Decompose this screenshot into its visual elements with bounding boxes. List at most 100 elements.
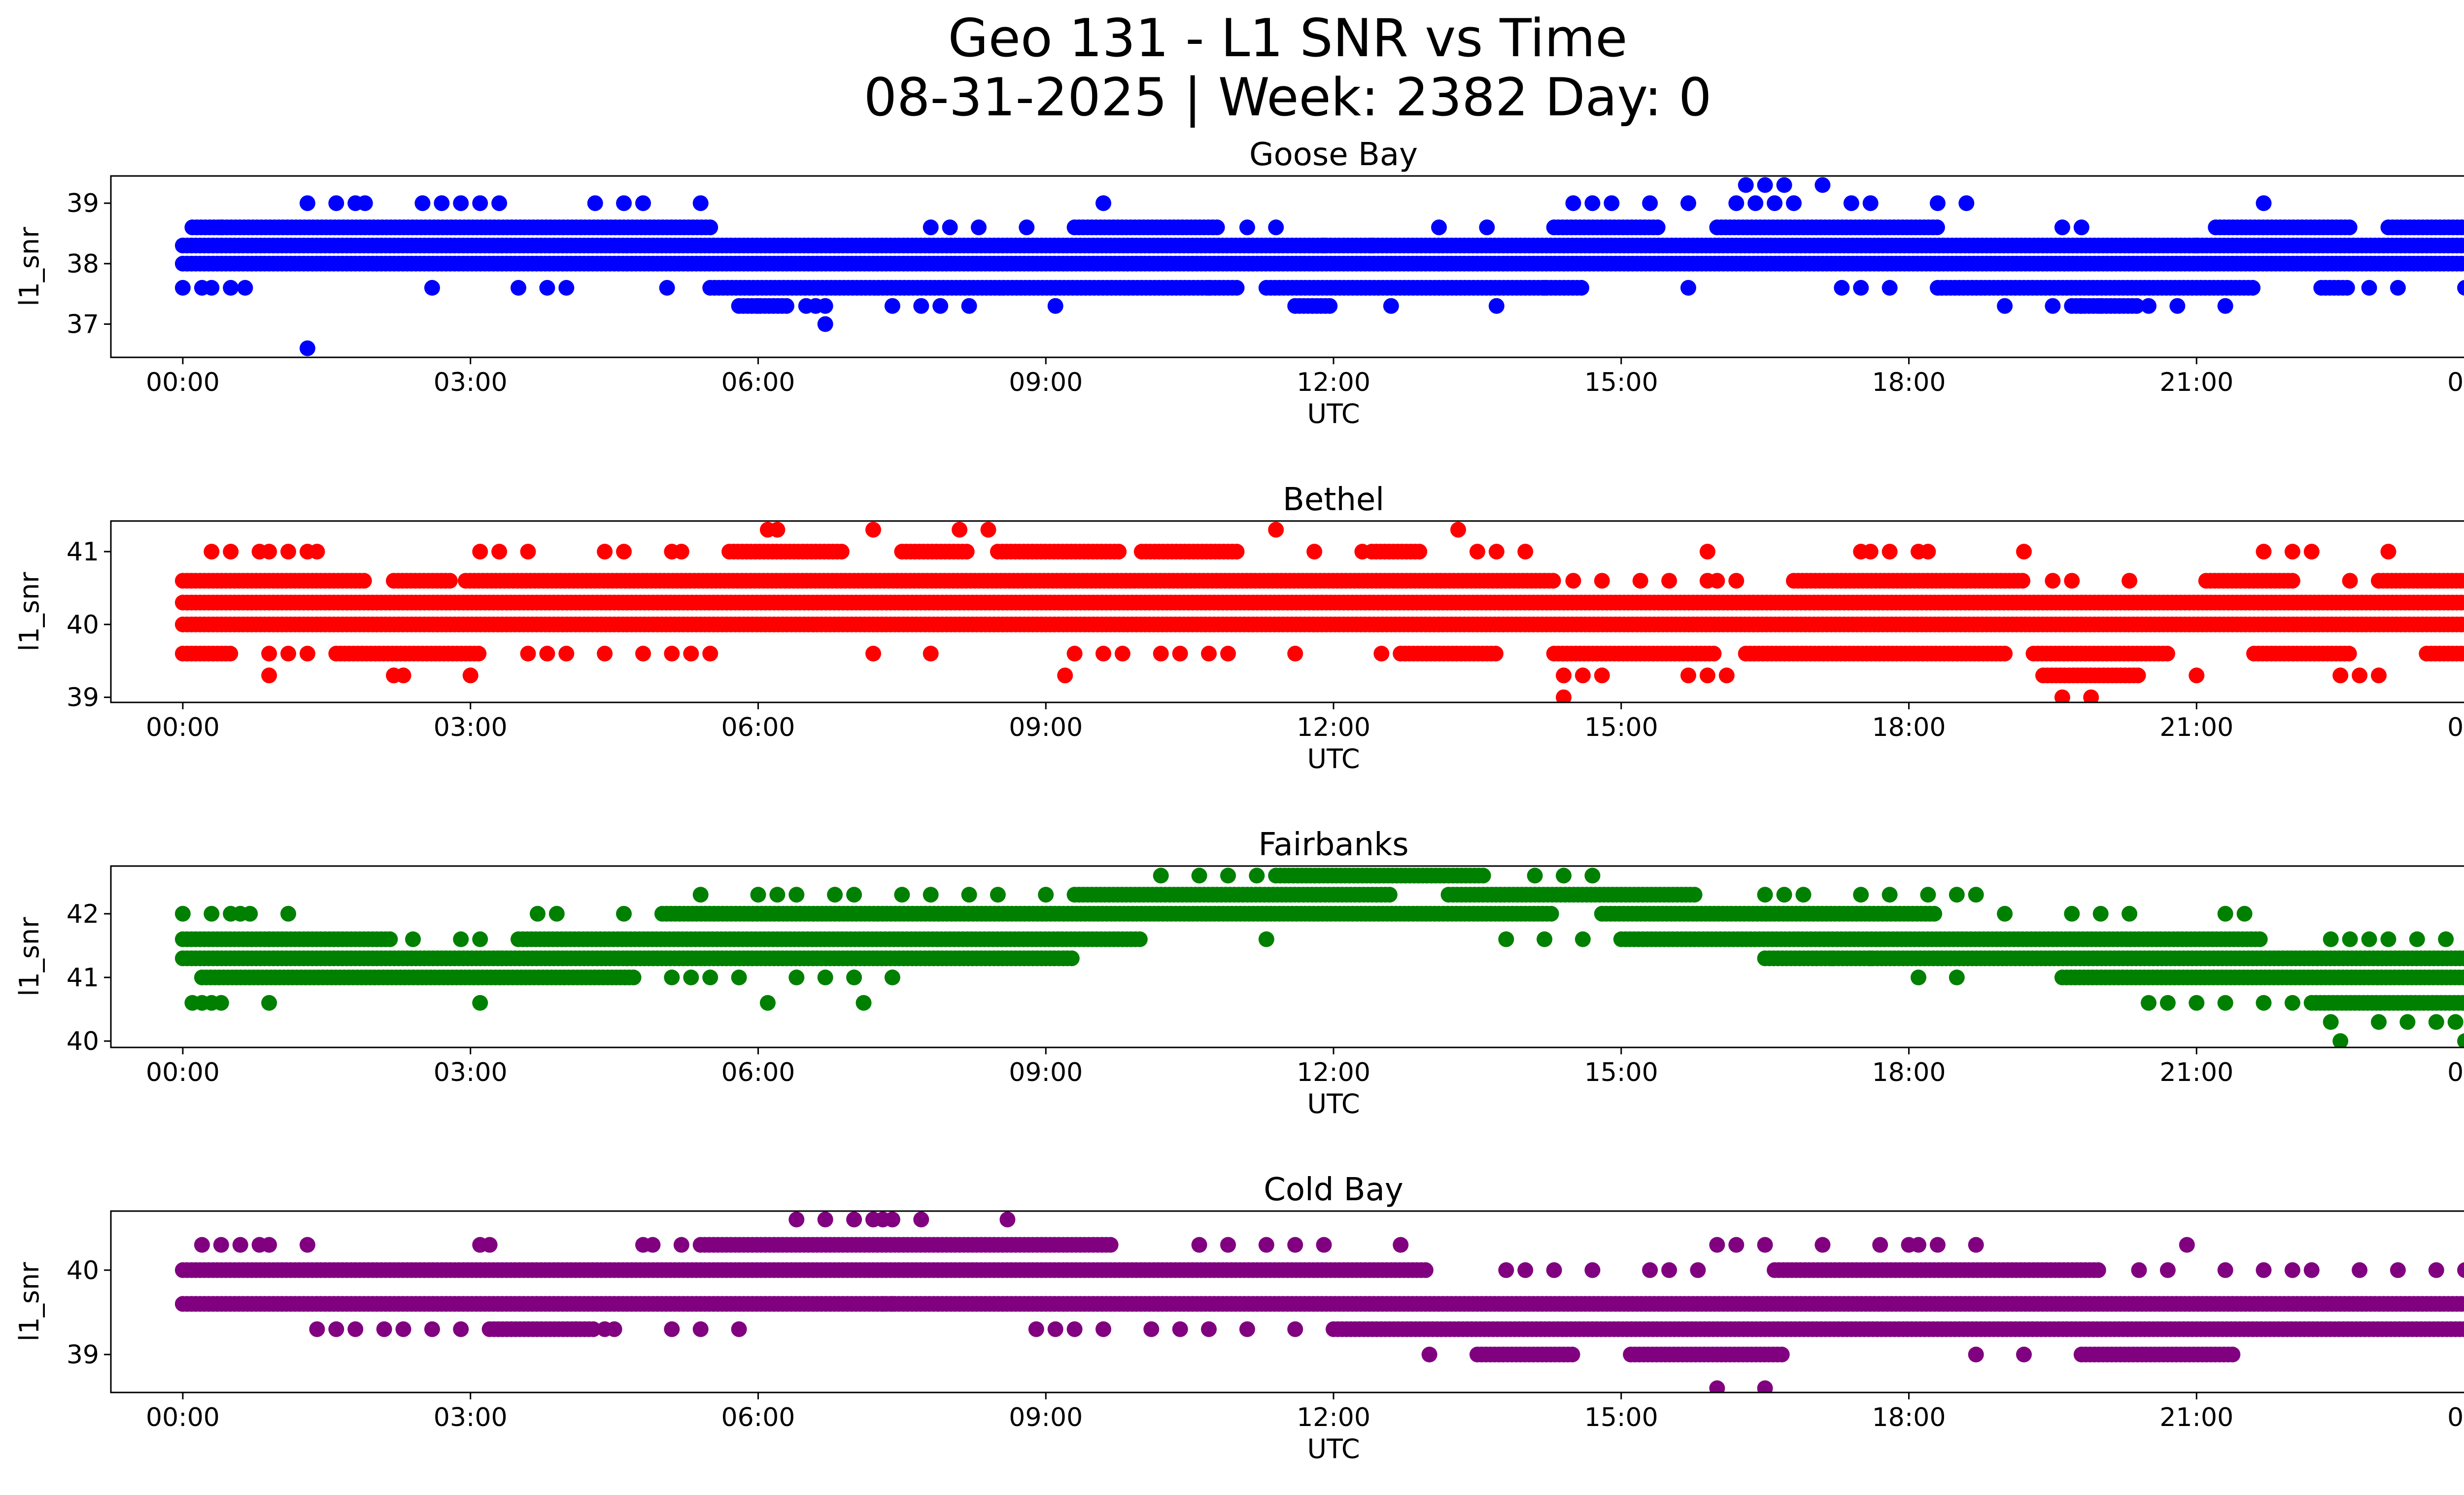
data-point: [1131, 931, 1148, 947]
data-point: [1364, 238, 1380, 254]
x-tick-label: 00:00: [146, 368, 220, 397]
data-point: [961, 298, 977, 314]
figure-title-line-1: Geo 131 - L1 SNR vs Time: [948, 8, 1628, 69]
y-tick-label: 40: [67, 610, 99, 640]
data-point: [664, 646, 680, 661]
data-point: [453, 195, 469, 211]
data-point: [1853, 279, 1869, 296]
data-point: [2256, 544, 2272, 560]
data-point: [539, 646, 555, 661]
x-tick-label: 06:00: [721, 368, 795, 397]
x-tick-label: 12:00: [1297, 368, 1370, 397]
data-point: [673, 544, 689, 560]
x-tick-label: 00:00: [2447, 713, 2464, 742]
data-point: [616, 544, 632, 560]
data-point: [299, 646, 315, 661]
figure-title-line-2: 08-31-2025 | Week: 2382 Day: 0: [863, 67, 1712, 128]
data-point: [1172, 646, 1188, 661]
data-point: [1757, 177, 1773, 193]
data-point: [2390, 279, 2406, 296]
data-point: [2252, 931, 2268, 947]
scatter-points: [174, 868, 2464, 1047]
data-point: [1738, 177, 1754, 193]
y-axis-label: l1_snr: [14, 227, 45, 307]
data-point: [1019, 219, 1035, 236]
data-point: [174, 279, 191, 296]
data-point: [932, 298, 949, 314]
data-point: [2169, 298, 2186, 314]
data-point: [635, 195, 651, 211]
data-point: [2303, 544, 2320, 560]
data-point: [491, 544, 508, 560]
data-point: [1958, 195, 1975, 211]
data-point: [357, 195, 373, 211]
data-point: [942, 219, 958, 236]
data-point: [280, 544, 296, 560]
data-point: [2339, 279, 2355, 296]
data-point: [1066, 646, 1083, 661]
data-point: [2458, 219, 2464, 235]
data-point: [1862, 544, 1879, 560]
data-point: [1649, 219, 1666, 236]
data-point: [702, 219, 719, 236]
data-point: [1201, 646, 1217, 661]
data-point: [1316, 238, 1332, 254]
data-point: [2462, 222, 2464, 232]
data-point: [1709, 573, 1725, 589]
data-point: [1565, 573, 1581, 589]
data-point: [2352, 667, 2368, 684]
data-point: [204, 544, 220, 560]
data-point: [2054, 689, 2070, 702]
data-point: [2016, 544, 2032, 560]
subplot-title: Goose Bay: [1249, 137, 1418, 173]
data-point: [625, 970, 642, 985]
data-point: [1882, 279, 1898, 296]
data-point: [865, 646, 881, 661]
data-point: [434, 195, 450, 211]
data-point: [833, 544, 850, 560]
x-tick-label: 21:00: [2159, 368, 2233, 397]
data-point: [2458, 594, 2464, 611]
data-point: [261, 646, 277, 661]
data-point: [1488, 298, 1505, 314]
data-point: [1767, 195, 1783, 211]
data-point: [597, 646, 613, 661]
data-point: [2128, 298, 2145, 314]
data-point: [659, 279, 675, 296]
data-point: [558, 279, 575, 296]
data-point: [2462, 648, 2464, 659]
x-tick-label: 03:00: [434, 713, 508, 742]
data-point: [1565, 195, 1581, 211]
data-point: [1728, 195, 1745, 211]
data-point: [2130, 667, 2146, 684]
x-tick-label: 09:00: [1009, 368, 1083, 397]
data-point: [1718, 667, 1735, 684]
data-point: [1574, 667, 1591, 684]
data-point: [1201, 279, 1217, 296]
data-point: [2461, 951, 2464, 965]
data-point: [1057, 667, 1073, 684]
data-point: [222, 646, 239, 661]
data-point: [778, 298, 794, 314]
data-point: [2284, 573, 2300, 589]
data-point: [692, 195, 709, 211]
data-point: [1556, 667, 1572, 684]
data-point: [1556, 689, 1572, 702]
data-point: [1431, 219, 1447, 236]
x-tick-label: 00:00: [2447, 368, 2464, 397]
data-point: [2064, 573, 2080, 589]
data-point: [1488, 544, 1505, 560]
data-point: [1728, 573, 1745, 589]
data-point: [1114, 646, 1130, 661]
scatter-points: [174, 522, 2464, 702]
y-axis-label: l1_snr: [14, 572, 45, 652]
data-point: [558, 646, 575, 661]
x-tick-label: 18:00: [1872, 368, 1946, 397]
data-point: [1220, 646, 1236, 661]
data-point: [2073, 219, 2089, 236]
data-point: [1680, 279, 1696, 296]
data-point: [2380, 544, 2396, 560]
data-point: [1543, 905, 1559, 922]
